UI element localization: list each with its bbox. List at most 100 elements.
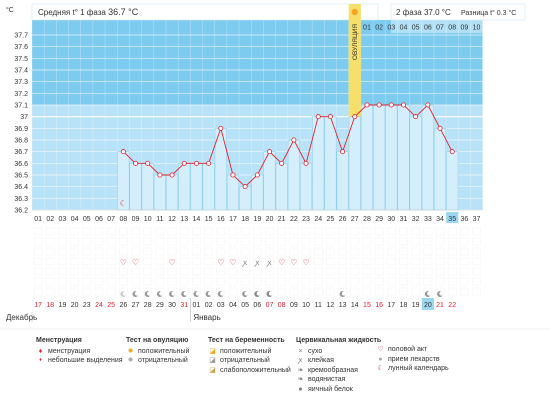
- legend-item-ov-negative: ✹ отрицательный: [126, 356, 189, 366]
- legend-item-ov-positive: ✹ положительный: [126, 347, 190, 357]
- marker-cell: [277, 277, 287, 286]
- marker-cell: [179, 237, 189, 246]
- marker-cell: [447, 257, 457, 266]
- date-label: 31: [180, 302, 188, 309]
- marker-cell: [45, 257, 55, 266]
- marker-cell: [192, 247, 201, 256]
- temperature-bar: [421, 104, 434, 211]
- month-label-december: Декабрь: [6, 313, 37, 322]
- watery-icon: ❧: [297, 376, 304, 384]
- marker-cell: [460, 227, 469, 236]
- temperature-bar: [263, 151, 276, 211]
- marker-cell: [399, 257, 408, 266]
- y-tick-label: 36.9: [14, 126, 28, 133]
- marker-cell: [204, 227, 213, 236]
- temperature-point: [120, 149, 126, 155]
- marker-cell: [289, 267, 299, 276]
- marker-cell: [94, 247, 104, 256]
- marker-cell: [204, 257, 213, 266]
- marker-cell: [143, 287, 153, 296]
- marker-cell: [155, 267, 165, 276]
- legend-title-menstruation: Менструация: [36, 337, 82, 344]
- x-tick-label: 26: [339, 216, 347, 223]
- marker-cell: [94, 287, 104, 296]
- date-label: 10: [302, 302, 310, 309]
- x-tick-label: 25: [327, 216, 335, 223]
- legend-pregnancy-test: Тест на беременность ◪ положительный ◪ о…: [208, 336, 291, 375]
- moon-marker: ☾: [120, 199, 127, 208]
- marker-cell: [338, 257, 347, 266]
- date-row: [32, 297, 483, 311]
- legend-label: отрицательный: [138, 357, 188, 365]
- test-strip-weak-icon: ◪: [209, 366, 216, 374]
- marker-cell: [216, 277, 226, 286]
- phase1-value: 36.7 °C: [108, 7, 139, 17]
- marker-cell: [33, 267, 43, 276]
- legend-cervical: Цервикальная жидкость × сухо ꭗ клейкая ❧…: [296, 336, 381, 395]
- temperature-bar: [153, 174, 166, 211]
- temperature-bar: [409, 116, 422, 211]
- marker-cell: [313, 227, 323, 236]
- marker-cell: [240, 237, 250, 246]
- marker-cell: [277, 267, 287, 276]
- marker-cell: [131, 237, 140, 246]
- marker-cell: [277, 247, 287, 256]
- marker-cell: [228, 257, 238, 266]
- moon-icon: ☾: [377, 365, 384, 373]
- temperature-point: [193, 160, 199, 166]
- marker-cell: [362, 257, 372, 266]
- marker-cell: [338, 277, 347, 286]
- marker-cell: [423, 267, 433, 276]
- x-tick-label: 01: [34, 216, 42, 223]
- marker-cell: [143, 227, 153, 236]
- marker-cell: [411, 257, 421, 266]
- date-label: 27: [132, 302, 140, 309]
- marker-cell: [216, 227, 226, 236]
- lunar-phase-shadow: [268, 291, 274, 296]
- phase2-summary: 2 фаза 37.0 °C: [396, 8, 451, 17]
- marker-cell: [119, 267, 128, 276]
- pill-icon: ●: [378, 355, 383, 363]
- marker-cell: [386, 247, 396, 256]
- marker-cell: [362, 237, 372, 246]
- marker-cell: [472, 227, 481, 236]
- date-label: 20: [424, 302, 432, 309]
- temperature-point: [145, 160, 151, 166]
- marker-cell: [265, 267, 274, 276]
- marker-cell: [192, 287, 201, 296]
- temperature-bar: [226, 174, 240, 211]
- creamy-icon: ❧: [297, 366, 304, 374]
- lunar-phase-shadow: [207, 291, 213, 296]
- heart-marker: ♡: [217, 258, 224, 267]
- second-phase-day-label: 02: [375, 25, 383, 32]
- temperature-point: [133, 160, 139, 166]
- x-tick-label: 12: [168, 216, 176, 223]
- legend-title-cervical: Цервикальная жидкость: [296, 337, 382, 344]
- marker-cell: [289, 277, 299, 286]
- date-label: 18: [400, 302, 408, 309]
- marker-cell: [386, 267, 396, 276]
- y-tick-label: 36.5: [14, 173, 28, 180]
- temperature-bar: [141, 163, 154, 211]
- y-tick-label: 37.7: [14, 33, 28, 40]
- temperature-bar: [287, 139, 300, 211]
- marker-cell: [216, 257, 226, 266]
- marker-cell: [472, 247, 481, 256]
- temperature-bar: [433, 128, 447, 211]
- marker-cell: [472, 257, 481, 266]
- marker-cell: [374, 247, 384, 256]
- x-tick-label: 17: [229, 216, 237, 223]
- marker-cell: [399, 287, 408, 296]
- temperature-point: [340, 149, 346, 155]
- marker-cell: [374, 257, 384, 266]
- x-tick-label: 18: [241, 216, 249, 223]
- legend-item-creamy: ❧ кремообразная: [296, 366, 381, 376]
- marker-cell: [313, 257, 323, 266]
- marker-cell: [435, 257, 445, 266]
- temperature-point: [242, 184, 248, 190]
- legend-label: яичный белок: [308, 385, 353, 393]
- marker-cell: [460, 267, 469, 276]
- marker-cell: [386, 227, 396, 236]
- temperature-line: [123, 104, 453, 188]
- marker-cell: [277, 287, 287, 296]
